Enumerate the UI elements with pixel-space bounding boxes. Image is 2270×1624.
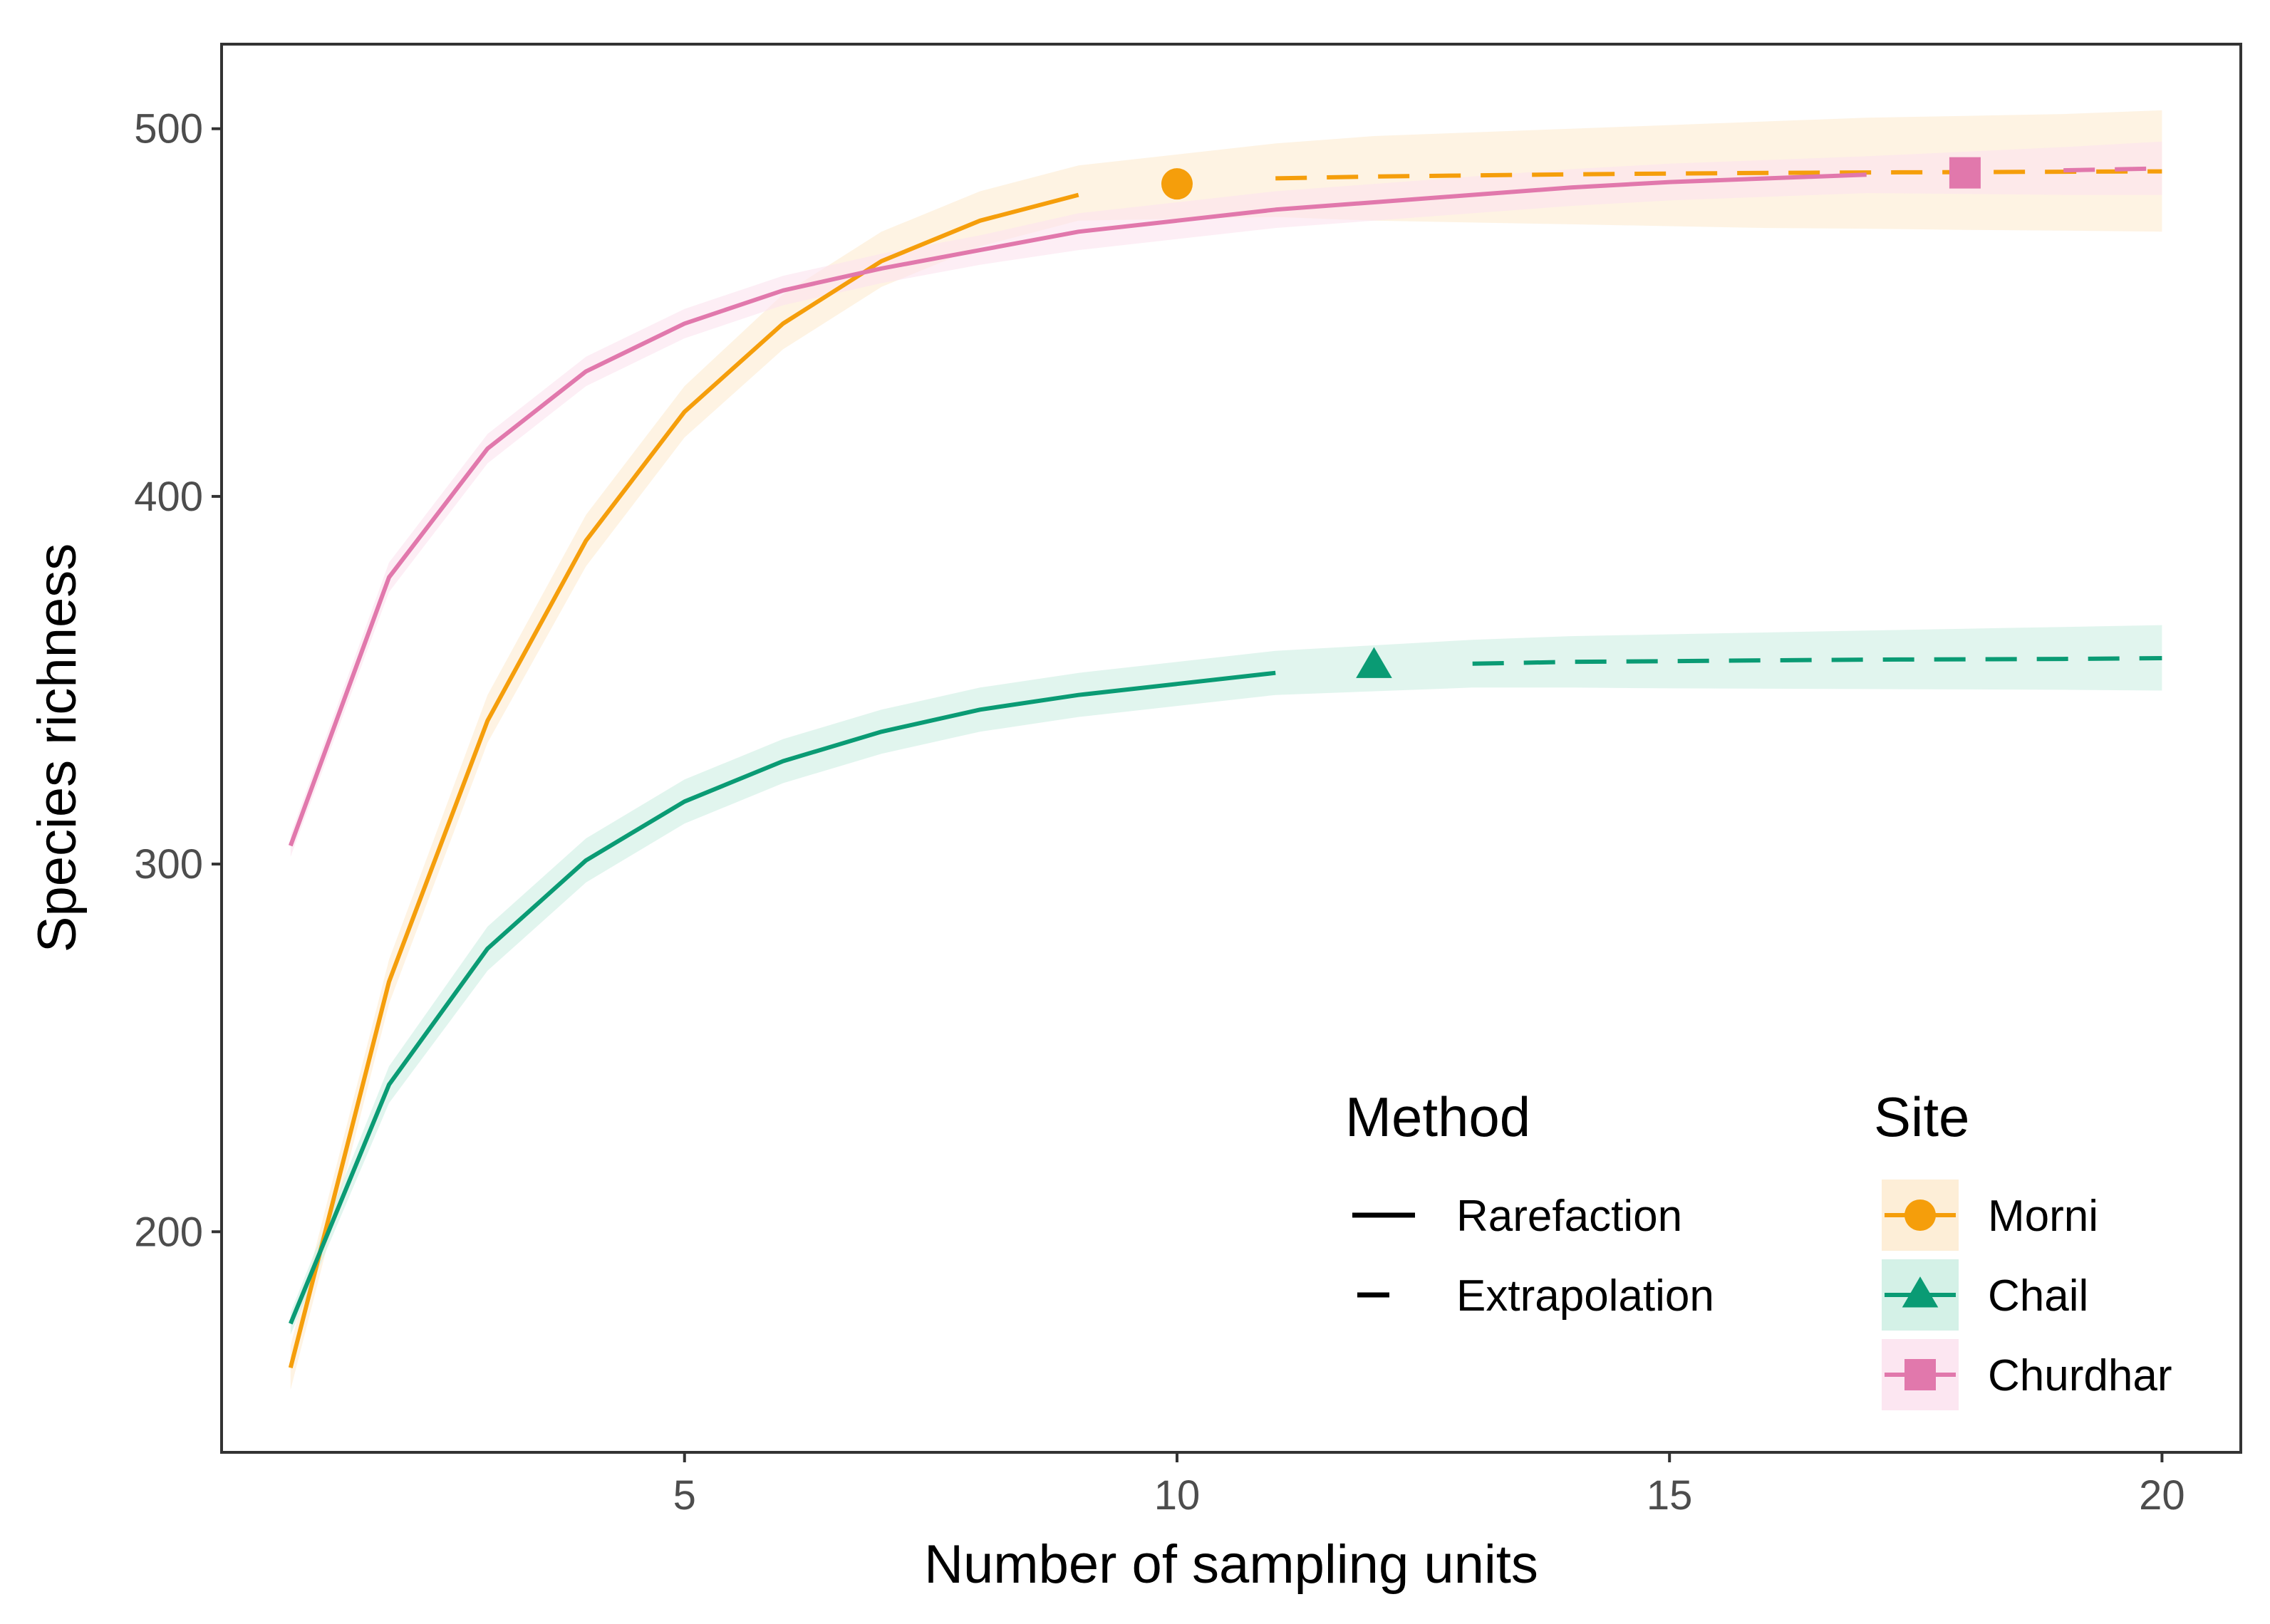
y-tick-label-300: 300 [134, 841, 203, 888]
extrapolation-line-chail [1472, 656, 2162, 666]
legend-label-morni: Morni [1988, 1192, 2098, 1241]
legend-label-churdhar: Churdhar [1988, 1351, 2172, 1400]
legend-swatch-marker-chail [1902, 1276, 1939, 1308]
rarefaction-line-chail [289, 670, 1276, 1325]
legend-label-rarefaction: Rarefaction [1456, 1192, 1682, 1241]
x-axis-label: Number of sampling units [924, 1534, 1538, 1595]
y-tick-label-400: 400 [134, 474, 203, 520]
legend-site-title: Site [1874, 1086, 1969, 1148]
legend-method-title: Method [1345, 1086, 1530, 1148]
x-tick-label-20: 20 [2139, 1472, 2185, 1519]
plot-area [288, 110, 2162, 1390]
legend: Method Rarefaction Extrapolation Site Mor… [1345, 1086, 2172, 1410]
x-tick-label-5: 5 [673, 1472, 696, 1519]
x-tick-label-10: 10 [1154, 1472, 1201, 1519]
x-axis-ticks: 5 10 15 20 [673, 1452, 2185, 1519]
legend-swatch-marker-churdhar [1904, 1359, 1936, 1390]
y-tick-label-500: 500 [134, 106, 203, 152]
extrapolation-line-churdhar [2063, 166, 2162, 173]
series-lines [288, 166, 2162, 1369]
legend-label-extrapolation: Extrapolation [1456, 1271, 1714, 1321]
x-tick-label-15: 15 [1647, 1472, 1693, 1519]
observed-marker-churdhar [1949, 157, 1981, 189]
legend-label-chail: Chail [1988, 1271, 2088, 1321]
observed-marker-morni [1161, 168, 1193, 200]
y-axis-ticks: 200 300 400 500 [134, 106, 222, 1255]
panel-border [220, 43, 2242, 1454]
rarefaction-line-churdhar [288, 172, 1867, 847]
observed-markers [1161, 157, 1981, 678]
observed-marker-chail [1356, 647, 1392, 678]
extrapolation-line-morni [1275, 169, 2162, 181]
legend-site-items: Morni Chail Churdhar [1882, 1180, 2172, 1410]
legend-method-items: Rarefaction Extrapolation [1352, 1192, 1714, 1321]
legend-swatch-marker-morni [1904, 1199, 1936, 1231]
rarefaction-line-morni [288, 192, 1079, 1369]
y-axis-label: Species richness [27, 543, 88, 953]
y-tick-label-200: 200 [134, 1209, 203, 1255]
